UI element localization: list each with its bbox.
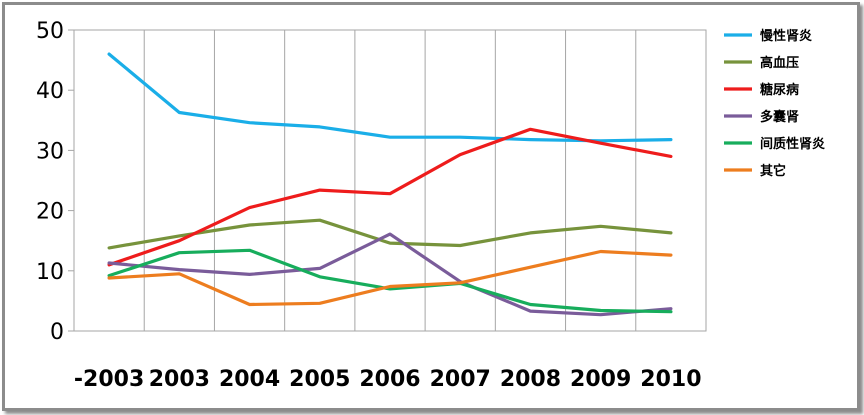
legend-label: 慢性肾炎	[760, 28, 812, 44]
legend-item: 高血压	[724, 55, 799, 71]
y-axis-ticks: 0 10 20 30 40 50	[36, 19, 74, 345]
x-tick-label: 2004	[219, 367, 280, 392]
x-tick-label: 2005	[289, 367, 350, 392]
series-line-3	[107, 232, 673, 317]
plot-area	[73, 29, 707, 332]
series-line-5	[107, 249, 673, 307]
x-tick-label: 2007	[430, 367, 491, 392]
legend-item: 多囊肾	[724, 109, 800, 125]
legend-label: 间质性肾炎	[760, 136, 825, 152]
series-line-2	[107, 127, 673, 267]
x-tick-label: 2006	[359, 367, 420, 392]
x-tick-label: 2008	[500, 367, 561, 392]
series-lines	[107, 52, 673, 317]
y-tick-label: 20	[36, 200, 64, 225]
x-tick-label: 2003	[149, 367, 210, 392]
chart-frame	[2, 2, 860, 411]
y-tick-label: 10	[36, 260, 64, 285]
y-tick-label: 30	[36, 139, 64, 164]
legend-label: 高血压	[760, 55, 799, 71]
legend-label: 糖尿病	[760, 82, 799, 98]
series-line-1	[107, 218, 673, 250]
y-tick-label: 0	[50, 320, 64, 345]
y-tick-label: 40	[36, 79, 64, 104]
legend-label: 多囊肾	[760, 109, 800, 125]
x-tick-label: -2003	[74, 367, 144, 392]
legend-label: 其它	[760, 163, 786, 179]
series-line-4	[107, 248, 673, 314]
series-line-0	[107, 52, 673, 143]
plot-border	[73, 29, 707, 332]
legend-item: 其它	[724, 163, 786, 179]
x-axis-ticks: -2003 2003 2004 2005 2006 2007 2008 2009 2010	[74, 367, 702, 392]
legend-item: 慢性肾炎	[724, 28, 812, 44]
legend-item: 糖尿病	[724, 82, 799, 98]
x-tick-label: 2010	[640, 367, 701, 392]
y-tick-label: 50	[36, 19, 64, 44]
x-tick-label: 2009	[570, 367, 631, 392]
legend-item: 间质性肾炎	[724, 136, 825, 152]
